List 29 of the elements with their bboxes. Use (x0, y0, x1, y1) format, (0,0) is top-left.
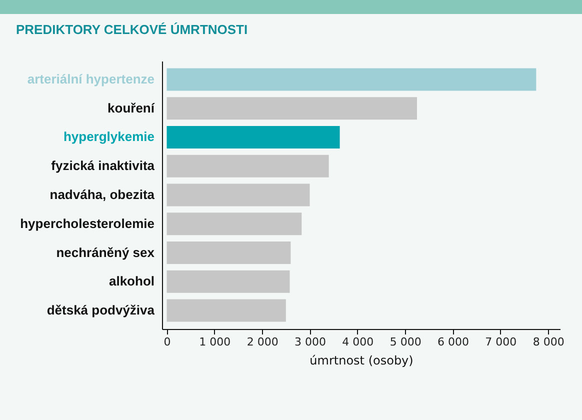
x-tick-label: 4 000 (342, 336, 374, 348)
bar (166, 270, 290, 293)
x-tick-label: 5 000 (390, 336, 422, 348)
x-tick-label: 6 000 (438, 336, 470, 348)
bar (166, 241, 291, 264)
bar (166, 126, 340, 149)
y-tick-label: alkohol (108, 274, 154, 289)
x-tick-label: 3 000 (294, 336, 326, 348)
y-tick-label: fyzická inaktivita (51, 158, 156, 174)
x-tick-label: 2 000 (246, 336, 278, 348)
chart-title: PREDIKTORY CELKOVÉ ÚMRTNOSTI (16, 22, 248, 37)
x-tick-label: 0 (164, 336, 171, 348)
y-tick-label: hypercholesterolemie (20, 216, 154, 231)
bar (166, 97, 418, 120)
bar (166, 184, 310, 206)
y-tick-label: hyperglykemie (63, 129, 154, 144)
x-axis-title: úmrtnost (osoby) (310, 354, 414, 368)
bar (166, 299, 286, 322)
bar (166, 212, 302, 236)
x-tick-label: 8 000 (532, 336, 564, 348)
y-tick-label: dětská podvýživa (46, 302, 156, 318)
x-tick-label: 7 000 (485, 336, 517, 348)
y-tick-label: nadváha, obezita (50, 187, 156, 202)
bar (166, 154, 329, 178)
y-tick-label: nechráněný sex (56, 244, 156, 260)
y-tick-label: kouření (108, 100, 155, 116)
bar (166, 68, 536, 91)
y-tick-label: arteriální hypertenze (27, 71, 154, 86)
x-tick-label: 1 000 (199, 336, 231, 348)
